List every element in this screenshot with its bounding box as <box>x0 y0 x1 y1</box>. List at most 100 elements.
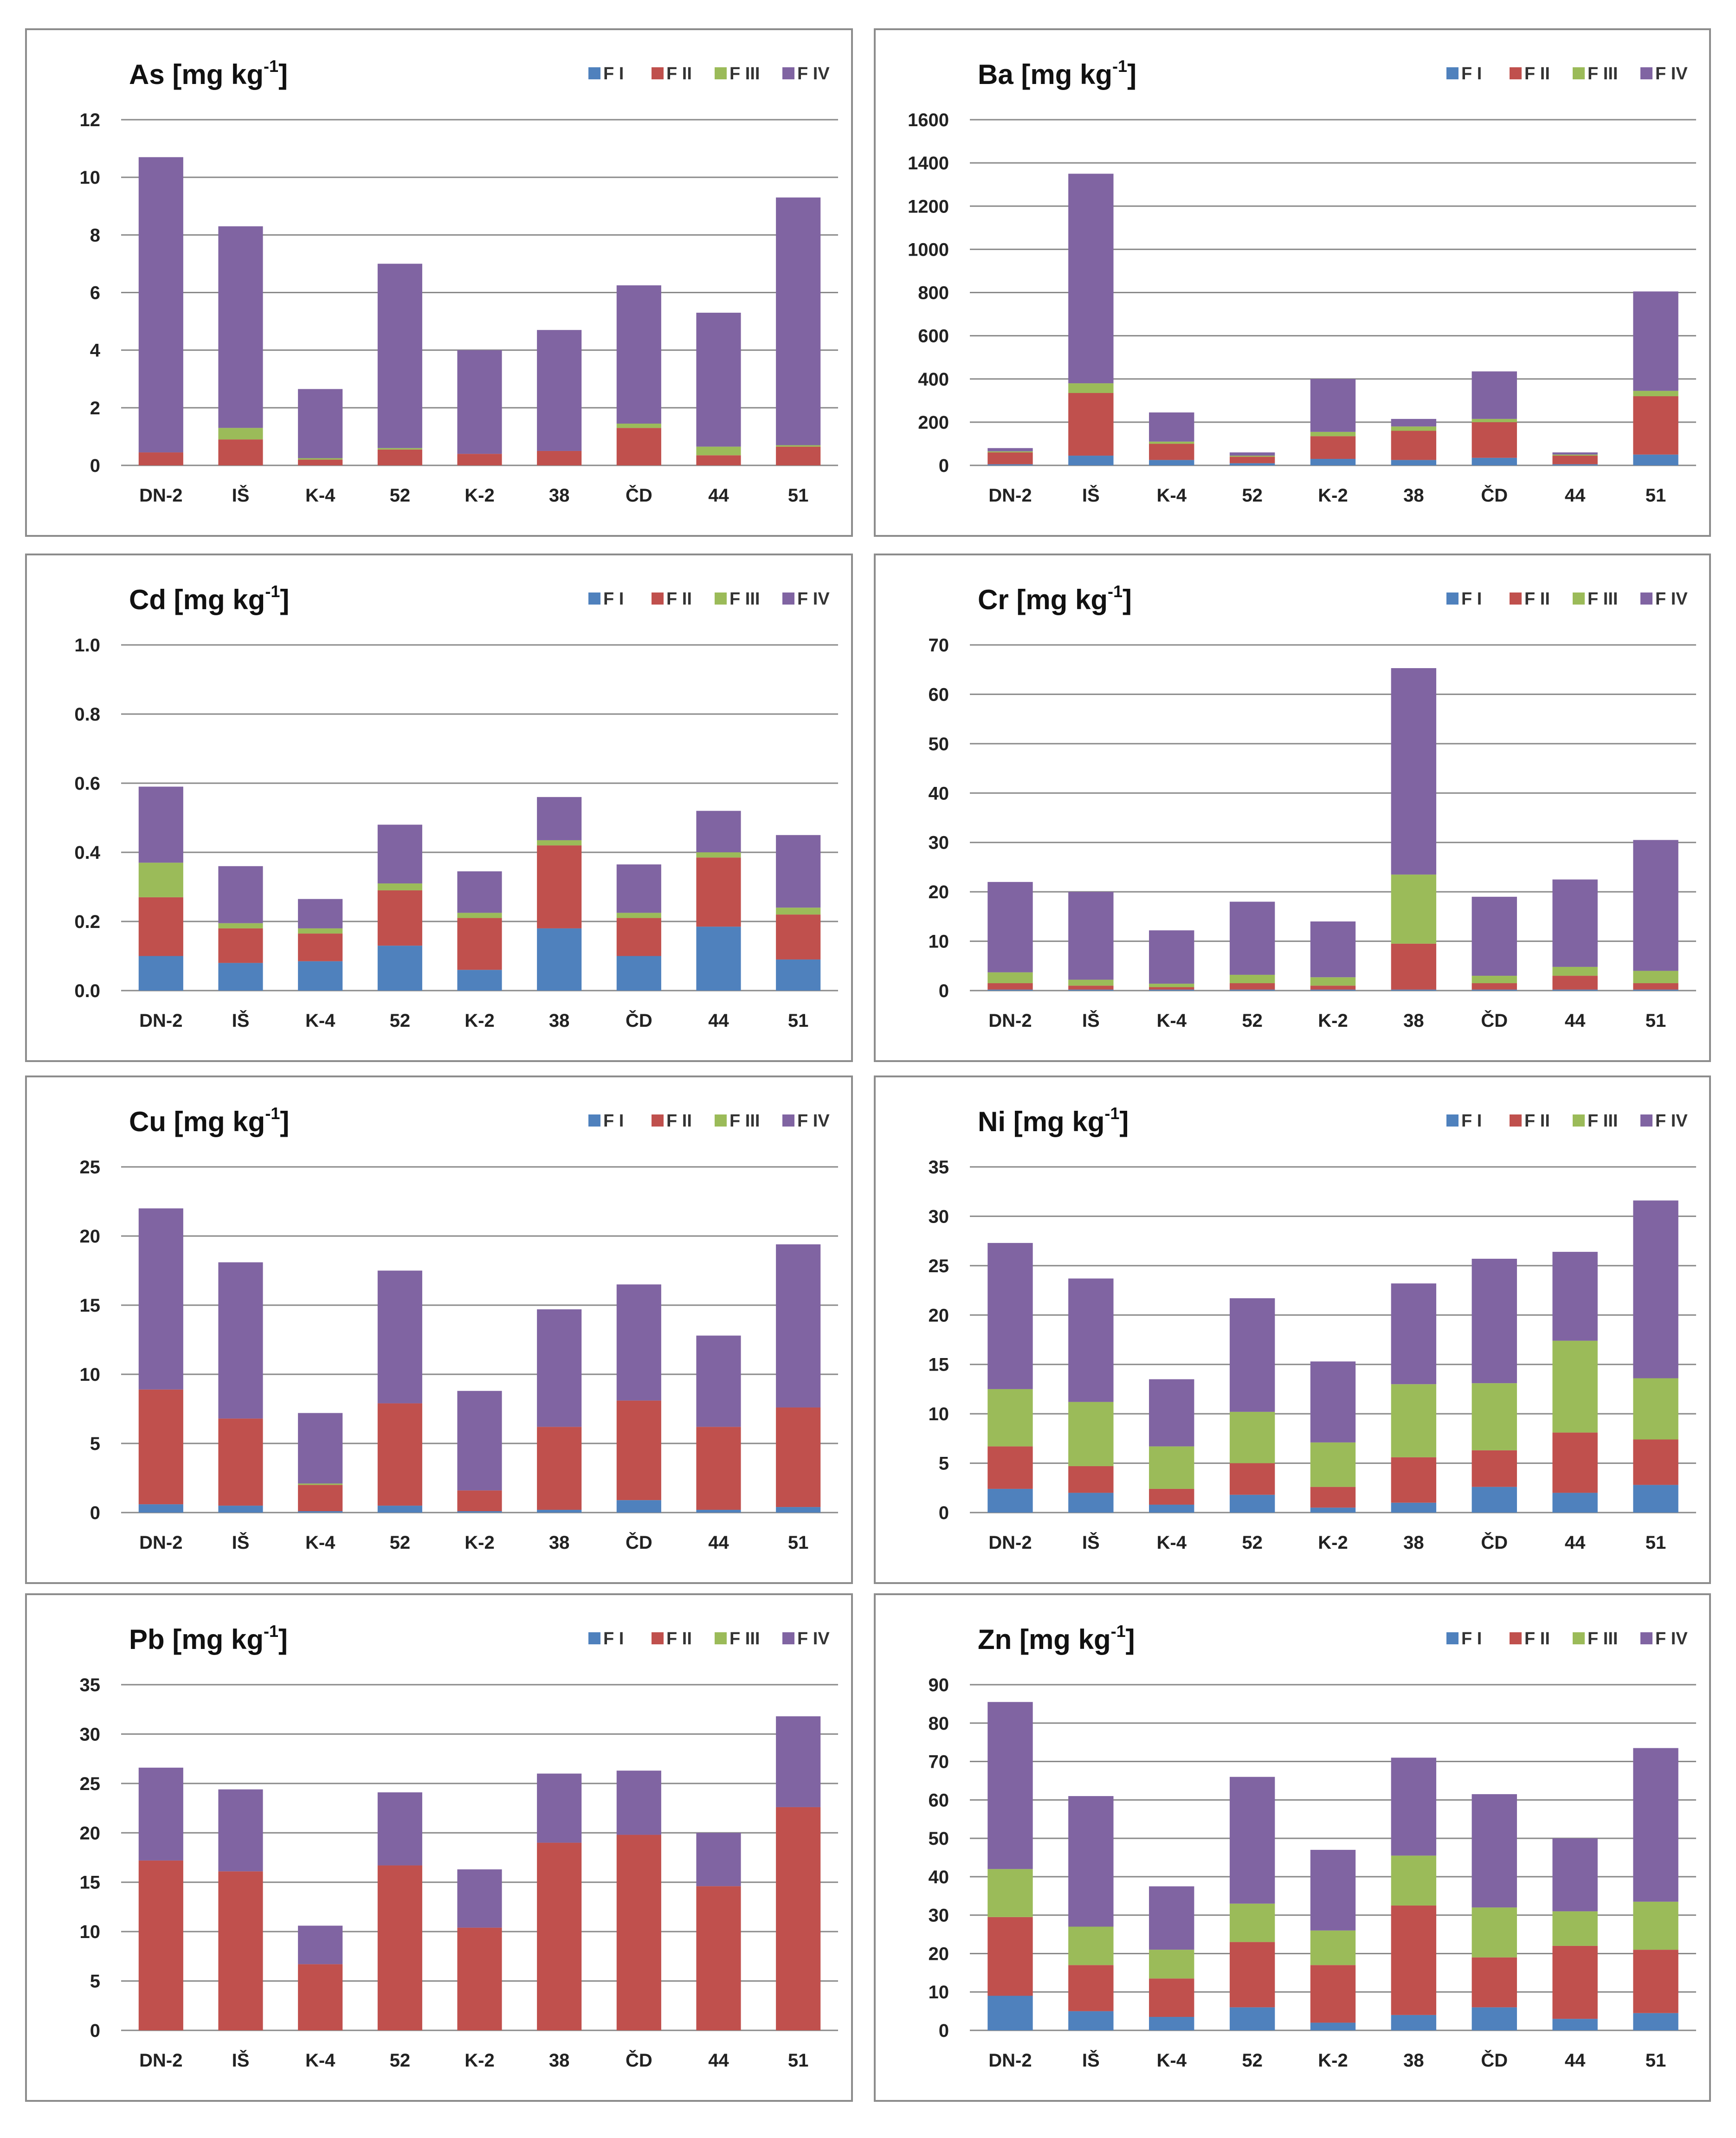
x-category-label: DN-2 <box>139 485 182 506</box>
bar-segment-fiii <box>138 863 183 897</box>
legend-label: F II <box>666 1111 692 1131</box>
title-bracket: ] <box>1127 59 1136 90</box>
bar-segment-fiii <box>1149 984 1194 987</box>
legend-label: F III <box>729 1629 760 1649</box>
bar-segment-fiv <box>1068 892 1114 980</box>
bar-segment-fiv <box>1633 291 1678 391</box>
bar-segment-fiii <box>696 852 741 858</box>
bar-segment-fi <box>987 1488 1033 1513</box>
bar-segment-fiv <box>1229 452 1275 456</box>
bar-segment-fii <box>1633 1950 1678 2013</box>
y-tick-label: 20 <box>929 882 949 902</box>
legend: F I F II F III F IV <box>1446 589 1688 609</box>
bar-segment-fii <box>776 446 821 465</box>
legend-swatch <box>652 1632 664 1644</box>
bar-segment-fii <box>1149 1978 1194 2017</box>
y-tick-label: 30 <box>929 1206 949 1227</box>
bar-segment-fi <box>457 970 502 991</box>
x-category-label: ČD <box>1481 2049 1508 2071</box>
legend-label: F I <box>1461 1111 1482 1131</box>
title-main: Cu [mg kg <box>129 1106 265 1137</box>
x-category-label: DN-2 <box>988 1011 1032 1031</box>
y-tick-label: 25 <box>80 1157 101 1178</box>
title-bracket: ] <box>280 584 289 615</box>
bar-segment-fiv <box>138 157 183 453</box>
title-unit-superscript: -1 <box>264 1622 278 1641</box>
bar-segment-fiii <box>987 1869 1033 1917</box>
bar-segment-fi <box>1068 1493 1114 1513</box>
bar-segment-fii <box>138 452 183 465</box>
x-category-label: 52 <box>1242 1011 1263 1031</box>
x-category-label: K-2 <box>465 2050 494 2071</box>
y-tick-label: 1.0 <box>74 635 100 656</box>
legend-label: F III <box>729 1111 760 1131</box>
bar-segment-fiv <box>457 1869 502 1928</box>
bar-segment-fiii <box>1471 1907 1517 1958</box>
legend: F I F II F III F IV <box>588 1111 830 1131</box>
bar-segment-fii <box>616 918 661 956</box>
x-category-label: IŠ <box>1082 1532 1100 1553</box>
bar-segment-fiv <box>1229 1298 1275 1412</box>
bar-segment-fiv <box>1149 930 1194 984</box>
title-main: Zn [mg kg <box>978 1624 1111 1655</box>
legend-swatch <box>1640 592 1652 605</box>
x-category-label: 52 <box>390 1011 411 1031</box>
x-category-label: K-4 <box>305 1011 336 1031</box>
x-category-label: ČD <box>626 2049 652 2071</box>
bar-segment-fiv <box>616 864 661 913</box>
bar-segment-fii <box>377 1403 422 1506</box>
bar-segment-fiii <box>1552 454 1598 456</box>
legend-label: F III <box>1588 64 1618 84</box>
bar-segment-fiv <box>138 1767 183 1861</box>
bar-segment-fiv <box>1471 896 1517 976</box>
bar-segment-fiv <box>987 1702 1033 1869</box>
chart-title: Cr [mg kg-1] <box>978 582 1132 615</box>
bar-segment-fiv <box>537 330 582 451</box>
legend-swatch <box>782 1114 794 1127</box>
x-category-label: 44 <box>1565 485 1586 506</box>
bar-segment-fiii <box>1552 1911 1598 1946</box>
bar-segment-fii <box>457 454 502 465</box>
legend-swatch <box>715 1632 727 1644</box>
x-category-label: IŠ <box>232 1010 250 1031</box>
bar-segment-fii <box>1068 1965 1114 2011</box>
x-category-label: 44 <box>708 2050 729 2071</box>
bar-segment-fiii <box>1229 1411 1275 1463</box>
legend: F I F II F III F IV <box>588 64 830 84</box>
bar-segment-fiv <box>776 1716 821 1807</box>
bar-segment-fiii <box>537 840 582 846</box>
x-category-label: K-2 <box>465 485 494 506</box>
y-tick-label: 0 <box>90 1503 100 1523</box>
y-tick-label: 35 <box>929 1157 949 1178</box>
bar-segment-fiv <box>298 389 343 458</box>
title-unit-superscript: -1 <box>264 57 278 76</box>
y-tick-label: 0 <box>939 456 949 476</box>
y-tick-label: 0 <box>90 2021 100 2041</box>
bar-segment-fii <box>776 1807 821 2030</box>
bar-segment-fiv <box>218 226 263 428</box>
bar-segment-fi <box>1149 989 1194 991</box>
bar-segment-fii <box>1633 983 1678 990</box>
bar-segment-fiii <box>1229 1903 1275 1942</box>
bar-segment-fiv <box>1471 371 1517 419</box>
bar-segment-fi <box>218 1506 263 1513</box>
legend-swatch <box>1573 67 1585 79</box>
x-category-label: IŠ <box>232 484 250 506</box>
bar-segment-fi <box>987 464 1033 465</box>
bar-segment-fiv <box>1149 1886 1194 1950</box>
x-category-label: 51 <box>1646 1533 1666 1553</box>
bar-segment-fii <box>1391 1905 1437 2015</box>
bar-segment-fiii <box>1310 1442 1356 1487</box>
bar-segment-fiv <box>696 1335 741 1427</box>
legend-swatch <box>652 67 664 79</box>
bar-segment-fi <box>616 956 661 991</box>
bar-segment-fi <box>1633 989 1678 991</box>
y-tick-label: 10 <box>929 932 949 952</box>
x-category-label: DN-2 <box>988 485 1032 506</box>
chart-panel-2: 0 200 400 600 800 1000 1200 1400 1600 DN-2 IŠ K-4 52… <box>874 28 1711 537</box>
bar-segment-fii <box>138 1389 183 1505</box>
legend-label: F IV <box>797 64 830 84</box>
legend-swatch <box>1446 67 1458 79</box>
x-category-label: 52 <box>390 2050 411 2071</box>
bar-segment-fiii <box>1229 456 1275 457</box>
